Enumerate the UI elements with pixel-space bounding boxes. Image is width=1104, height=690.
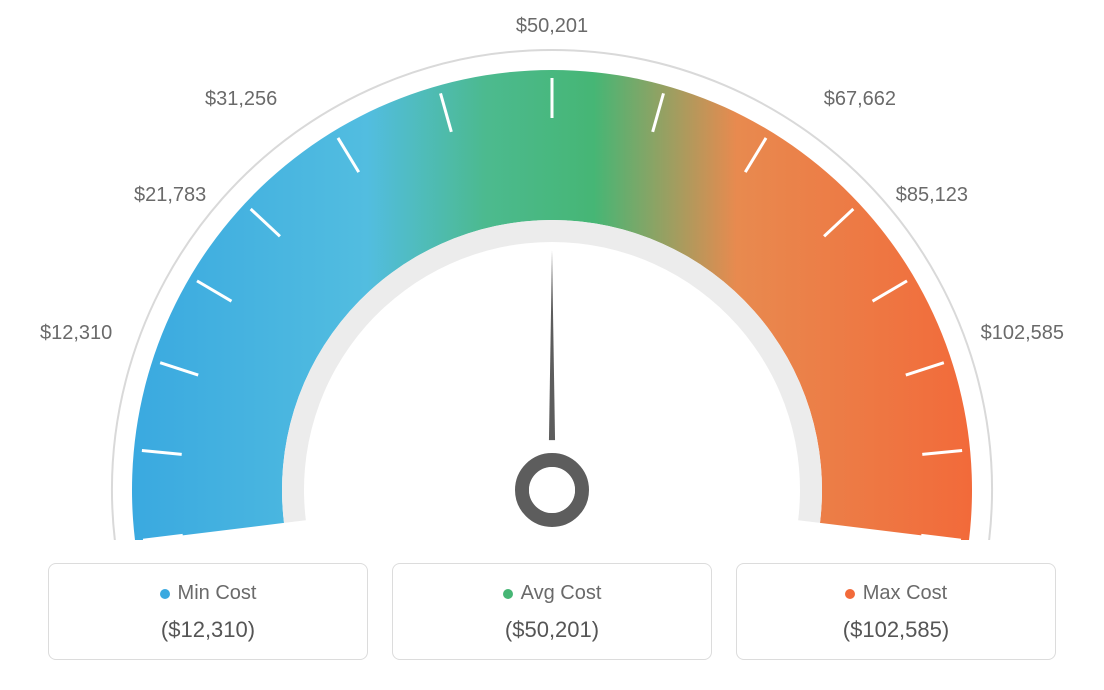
gauge-label: $21,783 <box>134 184 206 207</box>
legend-title-max: Max Cost <box>747 582 1045 605</box>
dot-icon <box>845 589 855 599</box>
legend-value-max: ($102,585) <box>747 617 1045 643</box>
legend-card-max: Max Cost ($102,585) <box>736 563 1056 660</box>
gauge-label: $85,123 <box>896 184 968 207</box>
legend-title-avg: Avg Cost <box>403 582 701 605</box>
cost-gauge-widget: $12,310 $21,783 $31,256 $50,201 $67,662 $85,1… <box>0 0 1104 690</box>
gauge-needle-hub-inner <box>529 467 575 513</box>
legend-title-text: Max Cost <box>863 582 947 605</box>
legend-value-min: ($12,310) <box>59 617 357 643</box>
legend-row: Min Cost ($12,310) Avg Cost ($50,201) Ma… <box>0 563 1104 660</box>
gauge-label: $50,201 <box>516 15 588 38</box>
legend-card-avg: Avg Cost ($50,201) <box>392 563 712 660</box>
legend-value-avg: ($50,201) <box>403 617 701 643</box>
gauge-label: $102,585 <box>981 322 1064 345</box>
legend-title-min: Min Cost <box>59 582 357 605</box>
legend-title-text: Min Cost <box>178 582 257 605</box>
dot-icon <box>160 589 170 599</box>
legend-title-text: Avg Cost <box>521 582 602 605</box>
gauge-label: $12,310 <box>40 322 112 345</box>
legend-card-min: Min Cost ($12,310) <box>48 563 368 660</box>
gauge-label: $67,662 <box>824 88 896 111</box>
gauge-chart: $12,310 $21,783 $31,256 $50,201 $67,662 $85,1… <box>0 0 1104 540</box>
gauge-svg <box>0 0 1104 540</box>
dot-icon <box>503 589 513 599</box>
gauge-needle <box>549 250 555 440</box>
gauge-label: $31,256 <box>205 88 277 111</box>
